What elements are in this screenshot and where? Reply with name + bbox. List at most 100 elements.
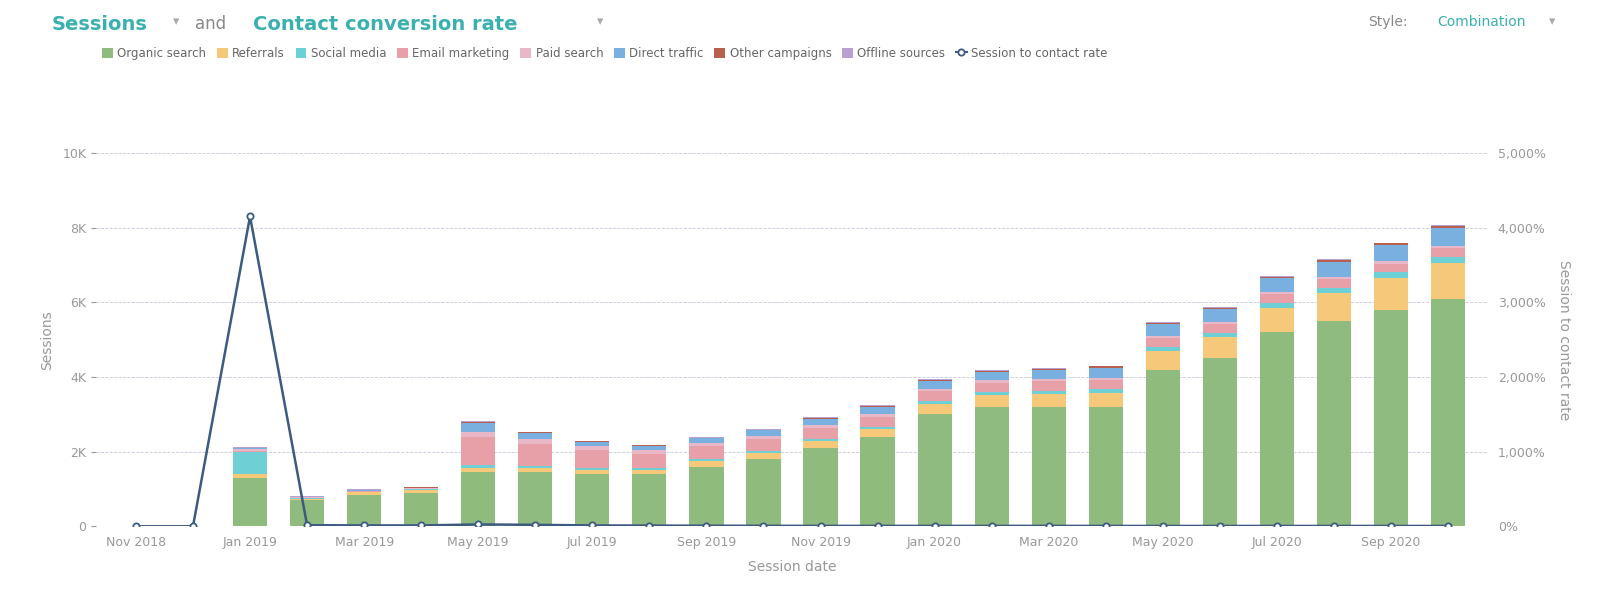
Bar <box>632 450 667 453</box>
Bar <box>917 401 952 404</box>
Bar <box>1146 351 1179 370</box>
Bar <box>746 439 781 450</box>
Bar <box>1430 263 1466 299</box>
Bar <box>1203 322 1237 324</box>
Bar <box>1317 293 1350 321</box>
Bar <box>461 466 496 468</box>
Bar <box>803 418 838 419</box>
Bar <box>576 446 610 450</box>
Bar <box>1430 228 1466 245</box>
Bar <box>1374 272 1408 278</box>
Y-axis label: Sessions: Sessions <box>40 310 54 370</box>
Text: Style:: Style: <box>1368 15 1408 29</box>
Bar <box>746 459 781 526</box>
Bar <box>803 448 838 526</box>
Bar <box>518 433 552 439</box>
Bar <box>1374 264 1408 272</box>
Bar <box>347 494 381 526</box>
Bar <box>1146 370 1179 526</box>
Bar <box>1146 323 1179 324</box>
Bar <box>861 429 894 437</box>
Bar <box>290 499 325 500</box>
Bar <box>461 468 496 472</box>
Bar <box>1430 257 1466 263</box>
Bar <box>974 382 1008 392</box>
Bar <box>690 438 723 443</box>
Bar <box>690 459 723 461</box>
Bar <box>1088 389 1123 393</box>
Bar <box>632 474 667 526</box>
Bar <box>347 490 381 491</box>
Bar <box>1374 278 1408 310</box>
Bar <box>405 493 438 526</box>
Bar <box>632 469 667 474</box>
Bar <box>974 371 1008 380</box>
Bar <box>746 436 781 439</box>
Bar <box>1032 407 1066 526</box>
Bar <box>1317 277 1350 279</box>
Bar <box>1259 293 1294 294</box>
Bar <box>1146 338 1179 347</box>
Bar <box>461 432 496 438</box>
Bar <box>518 468 552 472</box>
X-axis label: Session date: Session date <box>747 560 837 574</box>
Bar <box>690 466 723 526</box>
Bar <box>803 419 838 425</box>
Bar <box>803 441 838 448</box>
Bar <box>1430 248 1466 257</box>
Text: Combination: Combination <box>1437 15 1525 29</box>
Bar <box>690 446 723 459</box>
Bar <box>1203 334 1237 337</box>
Bar <box>861 437 894 526</box>
Bar <box>1203 358 1237 526</box>
Bar <box>974 395 1008 407</box>
Bar <box>576 442 610 446</box>
Bar <box>861 406 894 407</box>
Bar <box>803 428 838 439</box>
Bar <box>576 469 610 474</box>
Bar <box>632 468 667 469</box>
Bar <box>576 450 610 468</box>
Bar <box>917 381 952 389</box>
Y-axis label: Session to contact rate: Session to contact rate <box>1557 259 1571 420</box>
Bar <box>1203 310 1237 322</box>
Bar <box>518 432 552 433</box>
Bar <box>917 389 952 391</box>
Bar <box>1032 368 1066 370</box>
Bar <box>1032 370 1066 379</box>
Bar <box>1317 321 1350 526</box>
Bar <box>917 380 952 381</box>
Bar <box>1259 294 1294 304</box>
Bar <box>1259 308 1294 332</box>
Bar <box>974 380 1008 382</box>
Bar <box>1146 347 1179 351</box>
Bar <box>861 407 894 414</box>
Bar <box>290 500 325 526</box>
Bar <box>1259 304 1294 308</box>
Text: Sessions: Sessions <box>51 15 147 34</box>
Bar <box>1317 262 1350 277</box>
Bar <box>1317 279 1350 288</box>
Bar <box>576 468 610 469</box>
Bar <box>690 443 723 446</box>
Text: Contact conversion rate: Contact conversion rate <box>253 15 517 34</box>
Bar <box>518 472 552 526</box>
Bar <box>1374 310 1408 526</box>
Bar <box>1032 379 1066 381</box>
Bar <box>1259 332 1294 526</box>
Bar <box>917 391 952 401</box>
Bar <box>461 438 496 466</box>
Text: and: and <box>195 15 226 33</box>
Legend: Organic search, Referrals, Social media, Email marketing, Paid search, Direct tr: Organic search, Referrals, Social media,… <box>102 47 1107 60</box>
Bar <box>461 472 496 526</box>
Bar <box>461 422 496 424</box>
Bar <box>746 453 781 459</box>
Text: ▾: ▾ <box>1549 15 1555 28</box>
Bar <box>632 446 667 450</box>
Bar <box>690 461 723 466</box>
Bar <box>347 491 381 492</box>
Bar <box>518 439 552 444</box>
Bar <box>1374 243 1408 245</box>
Text: ▾: ▾ <box>173 15 179 28</box>
Bar <box>1203 308 1237 310</box>
